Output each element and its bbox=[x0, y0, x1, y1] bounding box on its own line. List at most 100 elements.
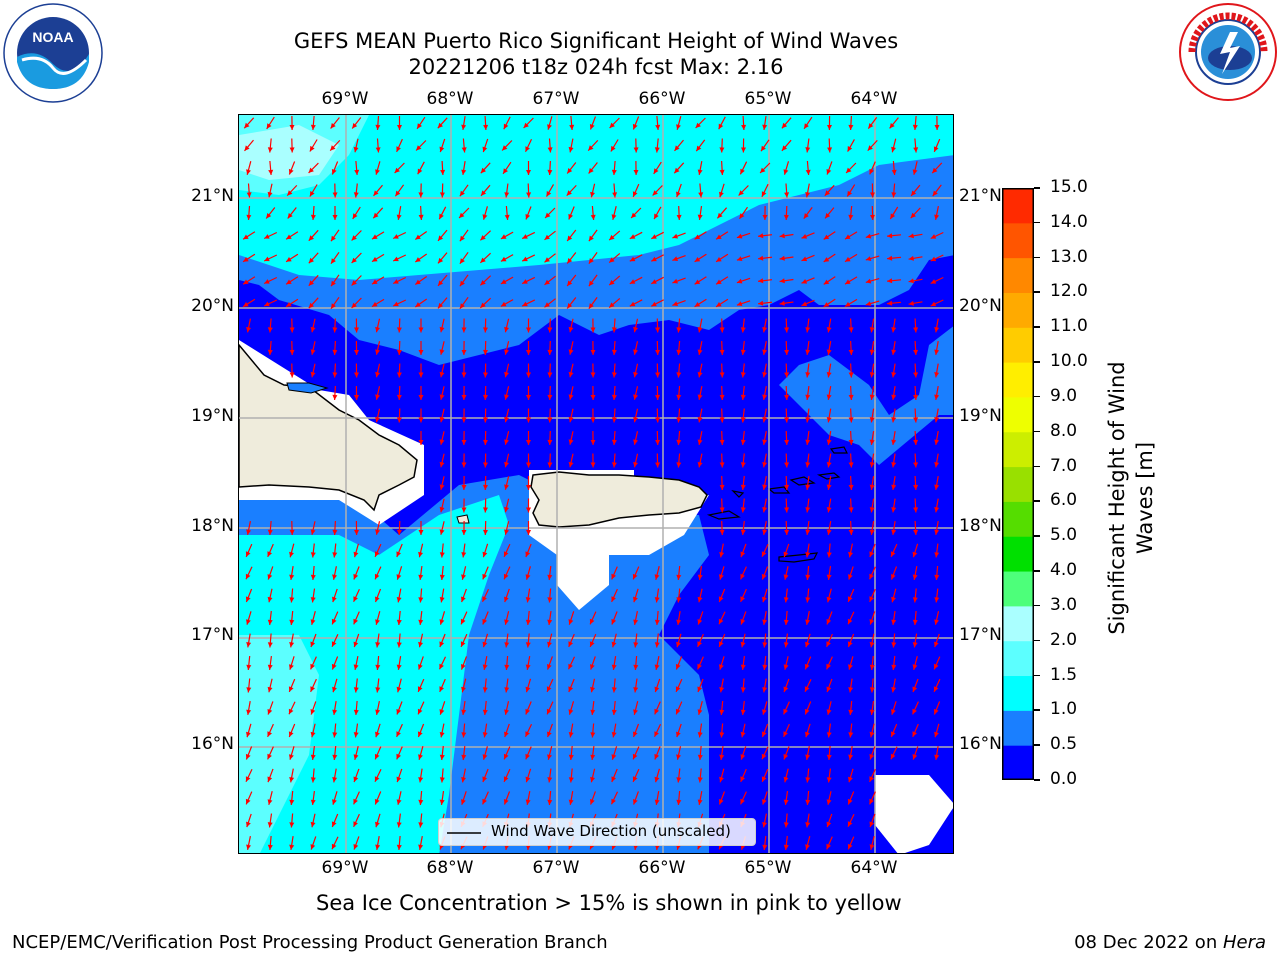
lon-tick-bottom-2: 68°W bbox=[426, 858, 474, 878]
colorbar-tick-label: 6.0 bbox=[1050, 490, 1078, 511]
colorbar-swatch bbox=[1002, 571, 1034, 607]
wave-arrow-head bbox=[374, 776, 380, 782]
wave-arrow-head bbox=[546, 686, 552, 692]
wave-arrow-head bbox=[547, 619, 553, 625]
wave-arrow-head bbox=[934, 484, 940, 490]
wave-arrow-head bbox=[805, 799, 811, 805]
colorbar-tick-label: 10.0 bbox=[1050, 351, 1088, 372]
wave-arrow-head bbox=[310, 214, 316, 220]
wave-arrow-head bbox=[461, 147, 467, 153]
wave-arrow-head bbox=[481, 190, 487, 196]
wave-arrow-head bbox=[633, 349, 638, 355]
wave-arrow-head bbox=[439, 709, 445, 715]
wave-arrow-head bbox=[288, 731, 294, 737]
gonave-island bbox=[286, 382, 329, 394]
wave-arrow-head bbox=[483, 507, 488, 513]
wave-arrow-head bbox=[611, 641, 617, 648]
wave-arrow-head bbox=[461, 395, 467, 400]
wave-arrow-head bbox=[331, 843, 337, 850]
wave-arrow-head bbox=[912, 708, 917, 715]
wave-arrow-head bbox=[588, 303, 594, 309]
wave-arrow-head bbox=[418, 192, 424, 198]
wave-arrow-head bbox=[847, 146, 853, 152]
wave-arrow-head bbox=[394, 167, 400, 173]
wave-arrow-head bbox=[504, 596, 509, 603]
wave-arrow-head bbox=[267, 731, 272, 737]
colorbar-tick-label: 7.0 bbox=[1050, 455, 1078, 476]
wave-arrow-head bbox=[353, 709, 359, 715]
wave-arrow-head bbox=[568, 371, 574, 378]
wave-arrow-head bbox=[651, 234, 657, 239]
lat-tick-right-3: 19°N bbox=[959, 406, 1002, 426]
wave-arrow-head bbox=[375, 394, 380, 400]
wave-arrow-head bbox=[525, 574, 531, 580]
wave-arrow-head bbox=[912, 664, 918, 670]
wave-arrow-head bbox=[654, 731, 659, 737]
colorbar-swatch bbox=[1002, 257, 1034, 293]
wave-arrow-head bbox=[870, 192, 875, 198]
wave-arrow-head bbox=[418, 822, 424, 828]
wave-arrow-head bbox=[525, 686, 531, 693]
colorbar-tick-label: 2.0 bbox=[1050, 629, 1078, 650]
lon-tick-top-5: 65°W bbox=[744, 89, 792, 109]
wave-arrow-head bbox=[246, 731, 251, 738]
wave-arrow-head bbox=[762, 596, 767, 603]
wave-arrow-head bbox=[697, 372, 703, 378]
wave-arrow-head bbox=[611, 776, 616, 782]
wave-arrow-head bbox=[393, 256, 399, 262]
wave-arrow-head bbox=[526, 485, 531, 490]
wave-arrow-head bbox=[267, 709, 273, 715]
wave-arrow-head bbox=[611, 573, 616, 580]
footer-date: 08 Dec 2022 on bbox=[1074, 932, 1223, 953]
wave-arrow-head bbox=[805, 192, 811, 198]
wave-arrow-head bbox=[609, 122, 615, 128]
wave-field-higher-sw bbox=[239, 635, 319, 853]
wave-arrow-head bbox=[353, 618, 358, 625]
wave-arrow-head bbox=[783, 799, 789, 805]
wave-arrow-head bbox=[353, 754, 359, 760]
lat-tick-left-6: 16°N bbox=[191, 734, 234, 754]
wave-arrow-head bbox=[934, 417, 940, 423]
wave-arrow-head bbox=[891, 169, 897, 175]
wave-arrow-head bbox=[779, 255, 785, 261]
wave-arrow-head bbox=[267, 191, 273, 198]
wave-arrow-head bbox=[267, 327, 273, 333]
wave-arrow-head bbox=[652, 190, 658, 196]
wave-arrow-head bbox=[762, 124, 768, 130]
wave-arrow-head bbox=[504, 371, 509, 378]
wave-arrow-head bbox=[847, 190, 853, 197]
wave-arrow-head bbox=[289, 799, 295, 805]
wave-arrow-head bbox=[310, 574, 316, 580]
wave-arrow-head bbox=[461, 596, 466, 603]
wave-arrow-head bbox=[568, 326, 574, 333]
wave-arrow-head bbox=[526, 372, 531, 378]
wave-arrow-head bbox=[934, 372, 940, 378]
wave-arrow-head bbox=[762, 372, 768, 378]
wave-arrow-head bbox=[826, 709, 832, 715]
wave-arrow-head bbox=[891, 439, 897, 445]
wave-arrow-head bbox=[697, 417, 703, 423]
wave-arrow-head bbox=[310, 619, 316, 625]
wave-arrow-head bbox=[418, 417, 424, 423]
wave-arrow-head bbox=[675, 708, 681, 715]
wave-arrow-head bbox=[869, 168, 874, 175]
wave-arrow-head bbox=[651, 279, 657, 284]
wave-arrow-head bbox=[590, 350, 596, 355]
wave-arrow-head bbox=[632, 753, 638, 760]
wave-arrow-head bbox=[912, 169, 918, 175]
wave-arrow-head bbox=[826, 417, 832, 423]
wave-arrow-head bbox=[375, 529, 380, 535]
wave-arrow-head bbox=[500, 279, 507, 284]
wave-arrow-head bbox=[439, 213, 444, 220]
wave-arrow-head bbox=[719, 439, 725, 445]
wave-arrow-head bbox=[547, 754, 552, 760]
wave-arrow-head bbox=[805, 822, 811, 828]
wave-arrow-head bbox=[309, 145, 315, 152]
wave-arrow-head bbox=[801, 234, 808, 239]
wave-arrow-head bbox=[719, 327, 725, 333]
wave-arrow-head bbox=[590, 395, 596, 400]
wave-arrow-head bbox=[805, 731, 810, 738]
wave-arrow-head bbox=[718, 123, 724, 130]
wave-arrow-head bbox=[611, 462, 617, 468]
colorbar-swatch bbox=[1002, 222, 1034, 259]
